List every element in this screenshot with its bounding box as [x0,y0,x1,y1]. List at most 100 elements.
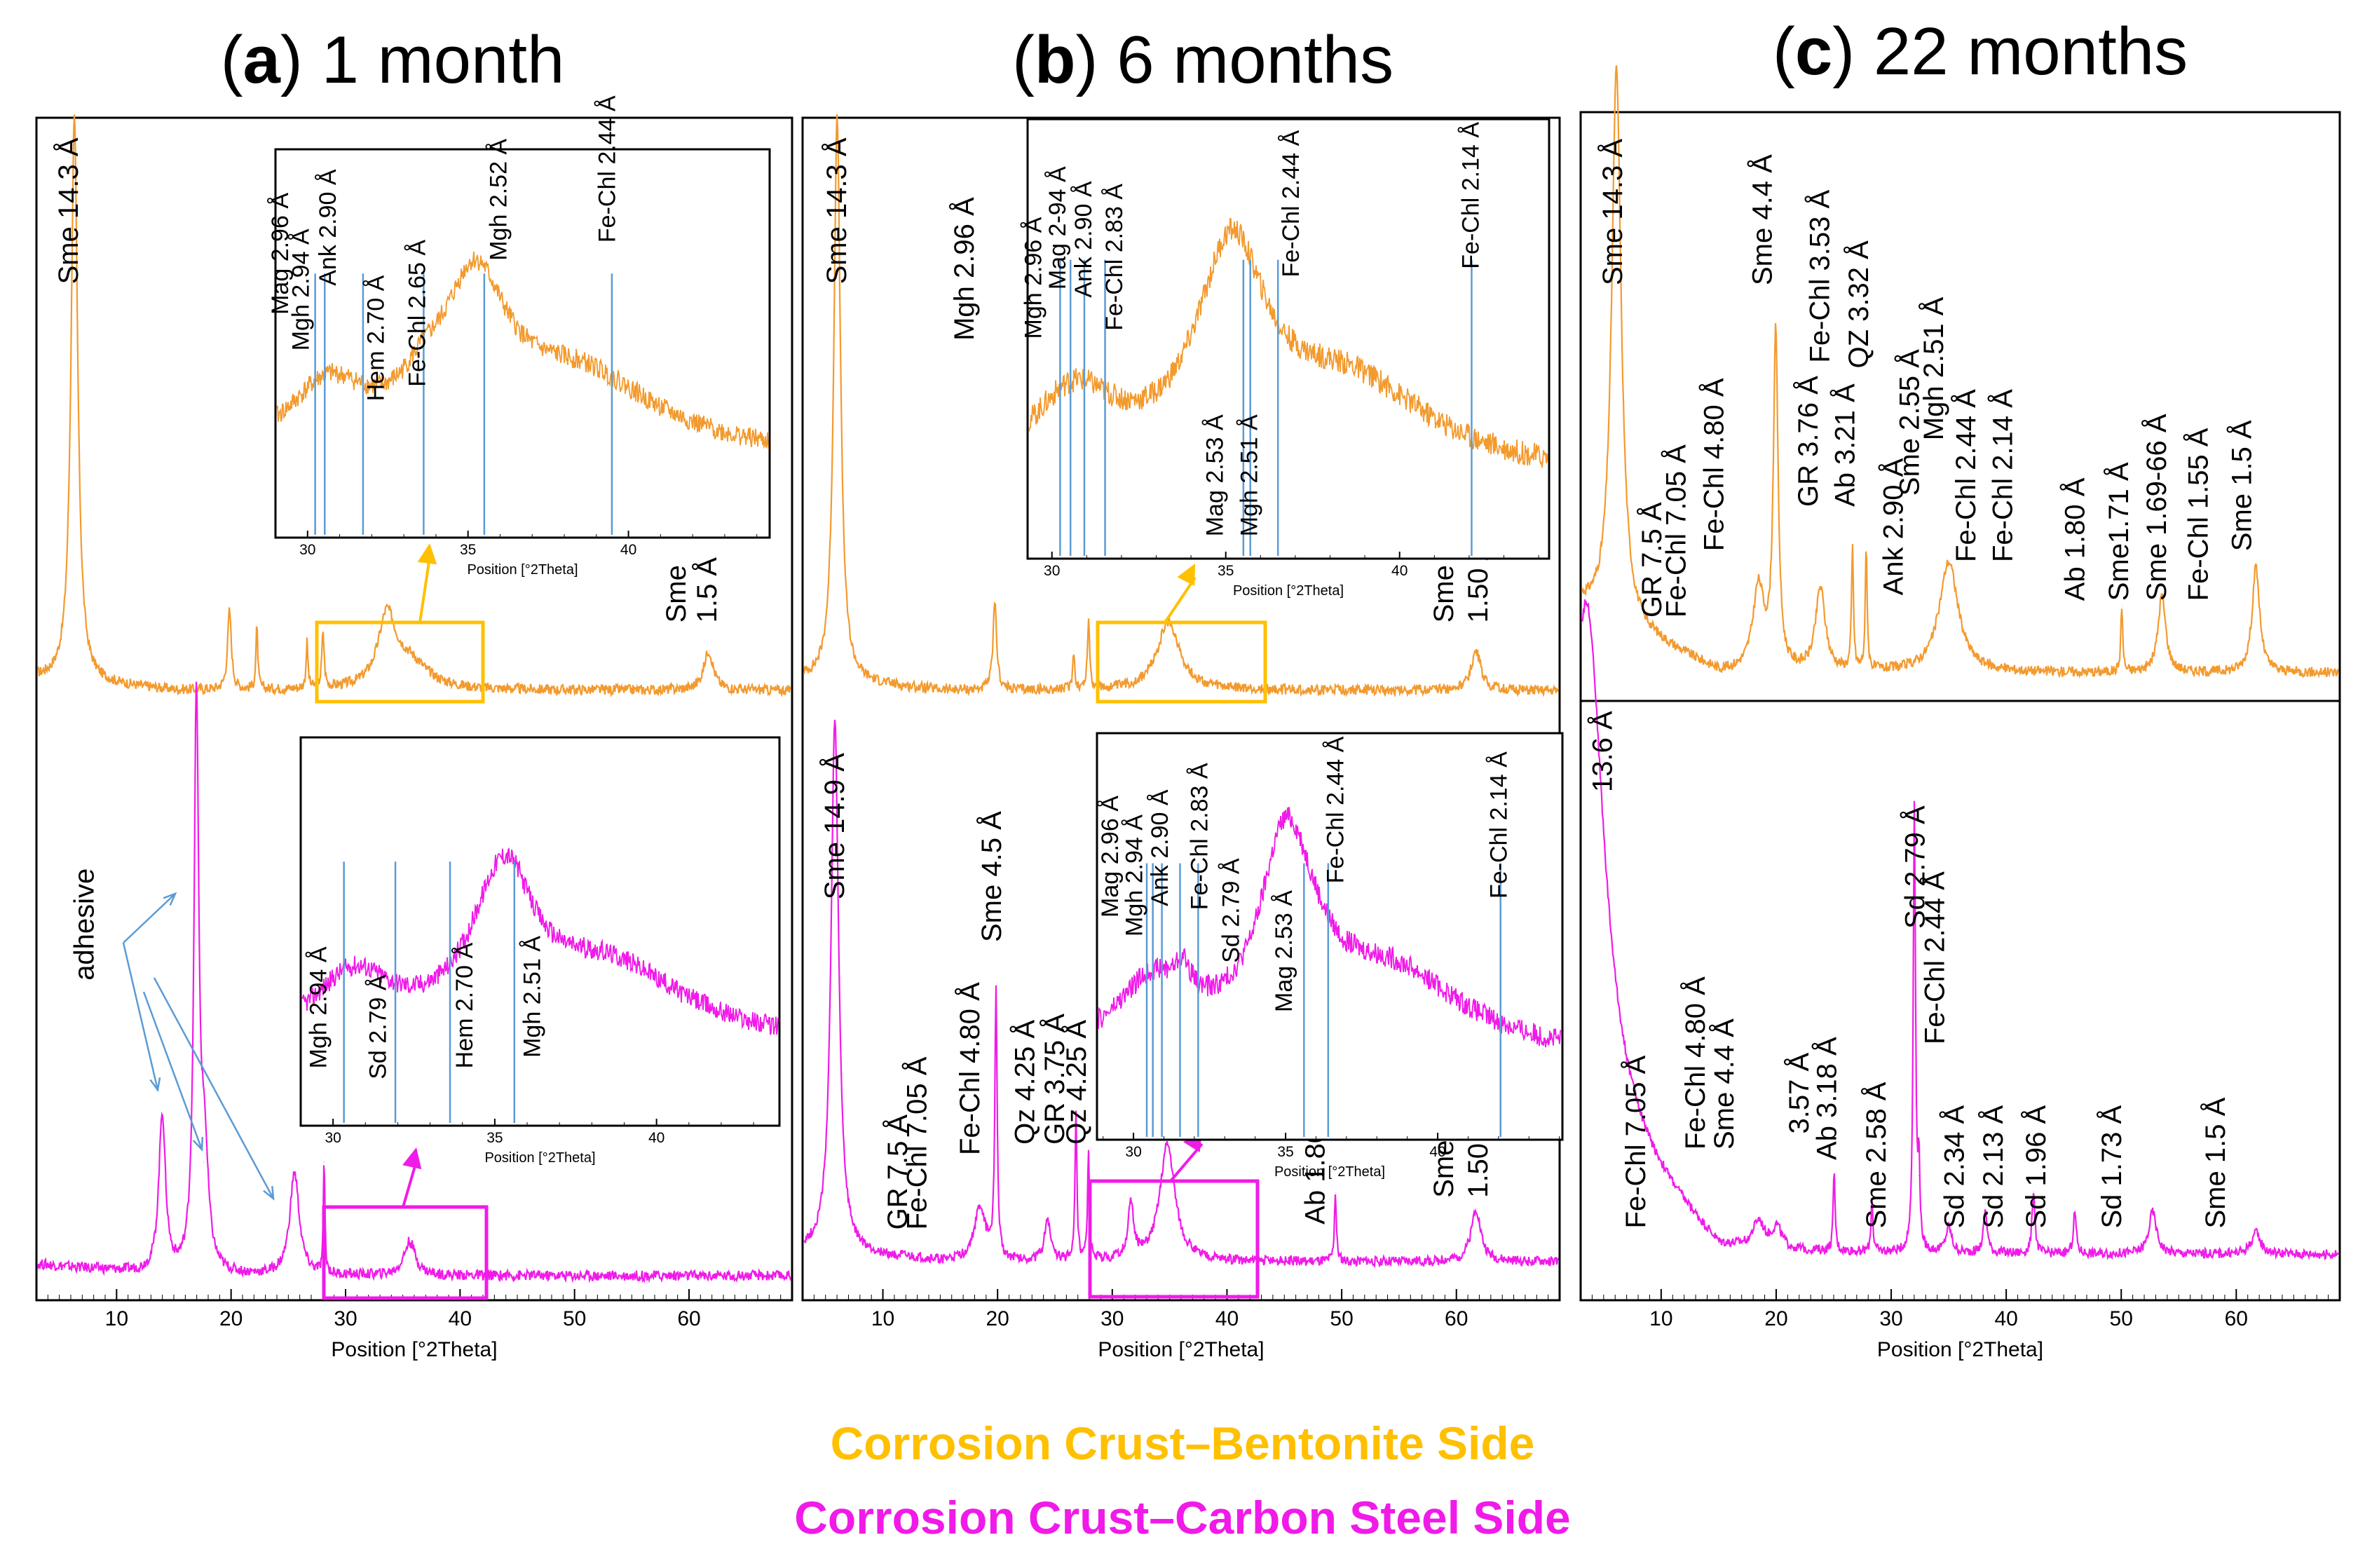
inset-peak-label: Sd 2.79 Å [1218,858,1245,963]
x-tick-label: 35 [460,542,476,558]
peak-label: Sd 2.79 Å [1900,805,1931,929]
arrow-line [153,977,275,1199]
inset-peak-label: Fe-Chl 2.44 Å [1322,736,1349,883]
panel-a-title: (a) 1 month [221,22,565,97]
inset-peak-label: Sd 2.79 Å [364,974,391,1079]
inset-series-line [1028,217,1548,468]
peak-point [1757,589,1759,590]
arrow-head [163,892,177,906]
peak-label: Fe-Chl 2.44 Å [1919,871,1951,1044]
peak-label: Sme1.71 Å [2103,462,2134,601]
inset-peak-label: Mag 2.96 Å [267,193,294,315]
inset-peak-label: Fe-Chl 2.14 Å [1457,122,1484,269]
peak-label: 1.5 Å [691,557,723,623]
peak-point [409,1241,410,1242]
peak-label: 13.6 Å [1586,711,1618,792]
peak-point [203,1161,204,1163]
peak-label: Sme [661,565,692,622]
x-tick-label: 40 [1215,1307,1239,1330]
panel-a: Sme 14.3 Å Sme 1.5 Å adhesive 10 20 30 40 50 60 Po… [35,95,793,1361]
peak-point [1087,1154,1089,1156]
peak-label: Sme 1.5 Å [2226,420,2258,551]
peak-label: Sd 2.34 Å [1938,1105,1970,1228]
inset-peak-label: Mgh 2.51 Å [519,936,546,1058]
peak-label: GR 7.5 Å [882,1114,913,1230]
peak-label: Sme 2.55 Å [1893,349,1925,496]
panel-c: Sme 14.3 ÅGR 7.5 ÅFe-Chl 7.05 Å Fe-Chl 4.… [1579,65,2341,1361]
inset-series-line [301,847,779,1035]
peak-label: Fe-Chl 4.80 Å [954,982,986,1155]
peak-label: Ab 1.80 Å [2059,477,2091,601]
x-tick-label: 30 [1044,563,1060,579]
x-axis-label: Position [°2Theta] [331,1338,497,1361]
peak-label: 3.57 Å [1783,1053,1815,1134]
peak-label: Sme 14.3 Å [1597,139,1628,285]
peak-label: Fe-Chl 7.05 Å [1660,444,1691,618]
peak-point [1072,650,1074,652]
inset-peak-label: Fe-Chl 2.83 Å [1101,184,1128,331]
zoom-box [1096,620,1267,704]
inset-peak-label: Mgh 2.96 Å [1020,217,1047,339]
peak-label: GR 3.76 Å [1792,376,1824,507]
x-tick-label: 35 [1277,1144,1293,1160]
peak-label: Ab 3.21 Å [1829,383,1861,507]
peak-label: Sd 1.73 Å [2096,1105,2127,1228]
peak-label: Sme 14.3 Å [53,137,84,284]
inset-peak-label: Mgh 2.51 Å [1236,414,1263,536]
x-tick-label: 20 [986,1307,1009,1330]
x-tick-label: 35 [486,1130,503,1146]
peak-point [1865,550,1867,552]
x-tick-label: 50 [1330,1307,1353,1330]
peak-point [2256,567,2258,568]
series-line-top [1581,65,2340,679]
x-tick-label: 20 [219,1307,243,1330]
peak-point [1585,728,1586,730]
peak-label: Mgh 2.51 Å [1918,296,1949,440]
zoom-arrow [1164,576,1197,624]
peak-point [1166,1144,1168,1145]
peak-label: Sme 4.4 Å [1708,1018,1740,1150]
peak-label: Fe-Chl 3.53 Å [1804,190,1835,363]
zoom-arrowhead [1177,564,1195,586]
x-tick-label: 60 [2225,1307,2248,1330]
peak-label: Mgh 2.96 Å [948,197,980,341]
x-tick-label: 50 [2110,1307,2133,1330]
x-tick-label: 50 [563,1307,586,1330]
inset-peak-label: Mag 2.53 Å [1271,890,1297,1012]
peak-label: Qz 4.25 Å [1061,1020,1092,1145]
inset-series-line [276,251,769,449]
inset-peak-label: Mag 2.53 Å [1201,414,1228,536]
peak-label: Fe-Chl 2.44 Å [1950,389,1982,562]
peak-point [1087,622,1089,623]
x-tick-label: 40 [449,1307,472,1330]
x-tick-label: 60 [1445,1307,1468,1330]
peak-point [72,125,74,127]
x-tick-label: 10 [1649,1307,1672,1330]
inset-peak-label: Mgh 2.94 Å [288,229,315,350]
peak-label: Sme 14.3 Å [821,137,852,284]
inset-x-axis-label: Position [°2Theta] [467,562,578,578]
inset-peak-label: Ank 2.90 Å [1070,181,1097,298]
panel-c-title: (c) 22 months [1773,14,2188,89]
arrow-head [263,1185,275,1201]
peak-label: GR 3.75 Å [1039,1014,1070,1145]
arrow-head [149,1077,161,1093]
inset-peak-label: Mgh 2.94 Å [305,946,332,1068]
x-tick-label: 60 [677,1307,700,1330]
inset-peak-label: Fe-Chl 2.44 Å [1278,130,1304,277]
peak-point [1918,1175,1919,1176]
inset-peak-label: Mag 2-94 Å [1044,166,1071,289]
peak-point [1757,1228,1759,1229]
arrow-line [142,991,203,1150]
peak-label: Sme [1429,1140,1459,1198]
peak-label: Ab 3.18 Å [1811,1037,1842,1160]
zoom-arrow [402,1161,418,1208]
inset-peak-label: Mag 2.96 Å [1097,796,1124,918]
zoom-arrow [418,557,431,623]
series-line-top [37,114,792,698]
zoom-box [1088,1179,1260,1299]
peak-point [2162,594,2163,596]
inset-peak-label: Hem 2.70 Å [451,942,478,1068]
